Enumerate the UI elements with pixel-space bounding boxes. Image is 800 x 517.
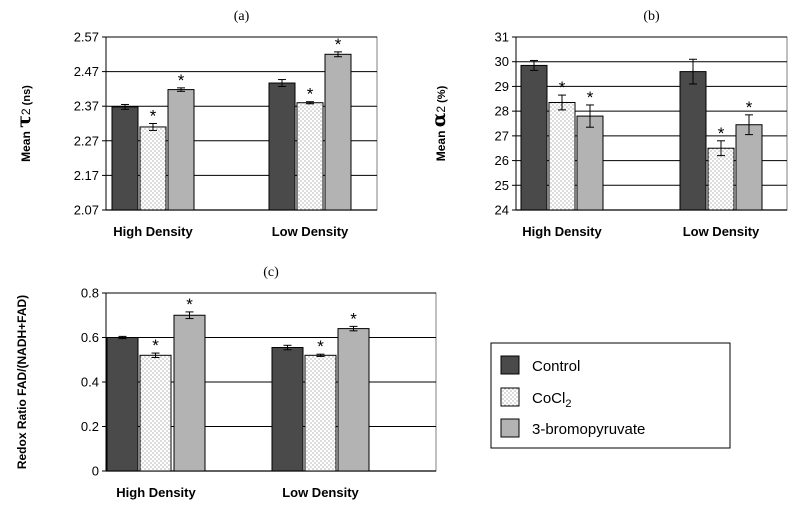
y-tick-label: 25 — [495, 178, 509, 193]
significance-star: * — [335, 35, 342, 54]
bar — [576, 115, 604, 211]
y-axis-label: Mean τ2 (ns) — [13, 85, 35, 162]
significance-star: * — [559, 78, 566, 97]
bar — [735, 124, 763, 211]
bar — [111, 106, 139, 211]
significance-star: * — [307, 85, 314, 104]
bar — [304, 354, 337, 472]
bar — [271, 347, 304, 472]
legend: Control CoCl2 3-bromopyruvate — [490, 342, 731, 449]
bar — [167, 89, 195, 211]
y-tick-label: 2.37 — [74, 99, 99, 114]
bar — [106, 337, 139, 472]
bar — [520, 64, 548, 211]
y-tick-label: 30 — [495, 54, 509, 69]
significance-star: * — [150, 107, 157, 126]
y-axis-label-sub: 2 — [434, 106, 448, 113]
legend-label-cocl2-text: CoCl — [532, 390, 565, 407]
y-tick-label: 2.27 — [74, 133, 99, 148]
legend-label-cocl2-sub: 2 — [565, 398, 571, 410]
y-tick-label: 0.8 — [81, 286, 99, 301]
y-tick-label: 29 — [495, 79, 509, 94]
chart-panel-1: 24 25 26 27 28 29 30 31 * * * * High Density Low Dens… — [428, 9, 788, 239]
panel-label: (b) — [643, 9, 660, 24]
legend-label-control: Control — [532, 358, 580, 375]
x-category-label: Low Density — [683, 224, 760, 239]
legend-frame — [490, 342, 731, 449]
chart-panel-0: 2.07 2.17 2.27 2.37 2.47 2.57 * * * * High Density… — [13, 9, 378, 239]
x-category-label: High Density — [116, 485, 196, 500]
y-tick-label: 26 — [495, 153, 509, 168]
y-tick-label: 2.07 — [74, 203, 99, 218]
y-tick-label: 28 — [495, 104, 509, 119]
y-axis-label-sub: 2 — [19, 108, 33, 115]
x-category-label: Low Density — [272, 224, 349, 239]
y-axis-label: Mean α2 (%) — [428, 85, 450, 161]
bar — [173, 314, 206, 472]
legend-label-bromopyruvate: 3-bromopyruvate — [532, 421, 645, 438]
significance-star: * — [186, 295, 193, 314]
bar — [268, 82, 296, 211]
bar — [324, 53, 352, 211]
y-tick-label: 24 — [495, 203, 509, 218]
y-tick-label: 2.17 — [74, 168, 99, 183]
panel-label: (c) — [263, 265, 279, 280]
y-axis-label-prefix: Mean — [434, 127, 448, 161]
significance-star: * — [350, 309, 357, 328]
significance-star: * — [746, 98, 753, 117]
x-category-label: High Density — [522, 224, 602, 239]
x-category-label: High Density — [113, 224, 193, 239]
y-tick-label: 27 — [495, 128, 509, 143]
y-tick-label: 2.57 — [74, 30, 99, 45]
bar — [337, 328, 370, 472]
y-tick-label: 0 — [92, 464, 99, 479]
bar — [296, 102, 324, 211]
y-axis-label-symbol: τ — [13, 115, 35, 128]
y-tick-label: 0.2 — [81, 419, 99, 434]
chart-panel-2: 0 0.2 0.4 0.6 0.8 * * * * High Density Low Density… — [15, 265, 437, 500]
bar — [707, 147, 735, 211]
y-axis-label-prefix: Mean — [19, 128, 33, 162]
charts-layer: 2.07 2.17 2.27 2.37 2.47 2.57 * * * * High Density… — [13, 9, 788, 500]
significance-star: * — [587, 88, 594, 107]
bar — [679, 71, 707, 211]
legend-swatch-control — [500, 355, 520, 375]
y-axis-label: Redox Ratio FAD/(NADH+FAD) — [15, 295, 29, 469]
significance-star: * — [152, 336, 159, 355]
y-tick-label: 31 — [495, 30, 509, 45]
significance-star: * — [317, 337, 324, 356]
y-tick-label: 2.47 — [74, 64, 99, 79]
bar — [548, 101, 576, 211]
y-tick-label: 0.6 — [81, 330, 99, 345]
panel-label: (a) — [234, 9, 250, 24]
significance-star: * — [718, 124, 725, 143]
y-tick-label: 0.4 — [81, 375, 99, 390]
bar — [139, 126, 167, 211]
y-axis-label-suffix: (ns) — [21, 85, 33, 109]
legend-swatch-bromopyruvate — [500, 418, 520, 438]
x-category-label: Low Density — [282, 485, 359, 500]
y-axis-label-suffix: (%) — [436, 85, 448, 106]
legend-swatch-cocl2 — [500, 387, 520, 407]
y-axis-label-symbol: α — [428, 112, 450, 127]
legend-label-cocl2: CoCl2 — [532, 390, 571, 410]
significance-star: * — [178, 71, 185, 90]
bar — [139, 354, 172, 472]
